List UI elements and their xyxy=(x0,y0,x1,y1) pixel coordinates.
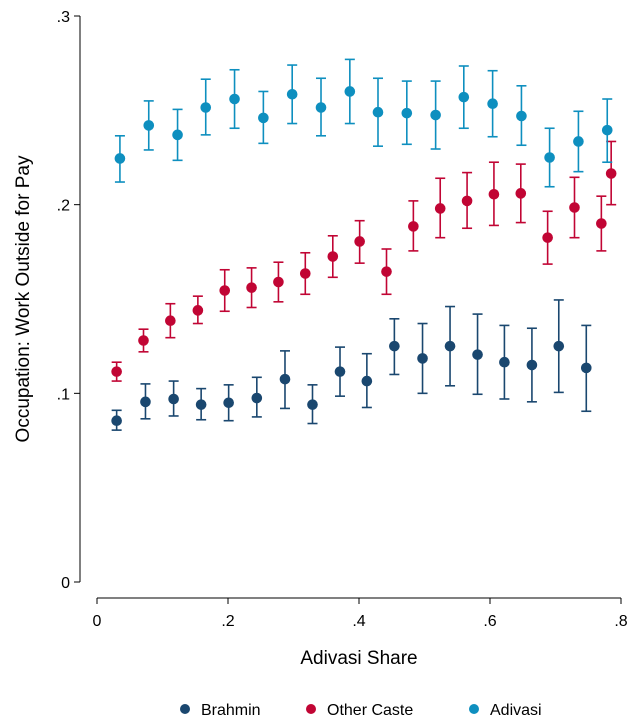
legend-marker xyxy=(306,704,316,714)
data-point xyxy=(165,315,176,326)
data-point xyxy=(553,340,565,352)
x-axis-title: Adivasi Share xyxy=(300,648,417,669)
legend-marker xyxy=(180,704,190,714)
data-point xyxy=(430,109,441,121)
data-point xyxy=(544,152,555,163)
x-tick-label: 0 xyxy=(93,613,102,630)
data-point xyxy=(111,366,122,377)
data-point xyxy=(458,91,470,103)
data-point xyxy=(596,218,607,229)
data-point xyxy=(605,168,617,179)
data-point xyxy=(515,188,527,199)
data-point xyxy=(327,251,339,262)
legend-label: Adivasi xyxy=(490,702,542,719)
data-point xyxy=(251,392,263,404)
data-point xyxy=(434,203,446,214)
axes: 0 .1 .2 .3 0 .2 .4 .6 .8 xyxy=(57,9,628,630)
data-point xyxy=(499,356,510,368)
y-tick-label: 0 xyxy=(61,575,70,592)
y-ticks: 0 .1 .2 .3 xyxy=(57,9,80,592)
data-point xyxy=(372,106,384,118)
data-point xyxy=(307,399,318,410)
data-point xyxy=(488,188,500,200)
data-point xyxy=(299,268,311,279)
data-point xyxy=(246,282,257,293)
data-point xyxy=(114,153,126,164)
y-tick-label: .3 xyxy=(57,9,70,26)
data-point xyxy=(408,221,419,232)
legend-item: Adivasi xyxy=(469,702,542,719)
data-point xyxy=(461,195,473,207)
legend-label: Brahmin xyxy=(201,702,261,719)
data-point xyxy=(526,359,538,371)
series-brahmin xyxy=(111,299,592,431)
data-point xyxy=(195,399,207,410)
data-point xyxy=(111,415,122,426)
series-adivasi xyxy=(114,58,613,188)
data-point xyxy=(601,124,613,136)
data-point xyxy=(168,393,179,405)
data-point xyxy=(138,335,149,346)
data-point xyxy=(569,202,580,213)
data-point xyxy=(417,353,428,364)
data-point xyxy=(573,136,584,147)
series-other-caste xyxy=(111,140,617,382)
data-point xyxy=(381,266,392,277)
data-point xyxy=(389,340,400,352)
legend-item: Brahmin xyxy=(180,702,261,719)
y-tick-label: .2 xyxy=(57,198,70,215)
x-tick-label: .8 xyxy=(614,613,627,630)
x-ticks: 0 .2 .4 .6 .8 xyxy=(93,598,628,630)
data-point xyxy=(401,107,413,119)
legend-label: Other Caste xyxy=(327,702,413,719)
data-point xyxy=(279,373,291,385)
data-point xyxy=(258,112,269,124)
legend-marker xyxy=(469,704,479,714)
legend-item: Other Caste xyxy=(306,702,413,719)
data-point xyxy=(580,362,592,374)
data-point xyxy=(223,397,234,409)
data-point xyxy=(219,285,231,296)
data-point xyxy=(354,236,365,247)
data-point xyxy=(140,396,151,408)
legend: Brahmin Other Caste Adivasi xyxy=(180,702,542,719)
data-point xyxy=(344,86,356,97)
data-point xyxy=(516,110,527,122)
y-axis-title: Occupation: Work Outside for Pay xyxy=(13,155,34,442)
x-tick-label: .6 xyxy=(483,613,496,630)
data-point xyxy=(472,349,483,360)
data-point xyxy=(315,102,327,113)
data-point xyxy=(143,120,155,131)
data-point xyxy=(542,232,553,243)
x-tick-label: .4 xyxy=(352,613,365,630)
data-point xyxy=(273,276,284,288)
data-point xyxy=(286,88,298,100)
data-point xyxy=(229,93,240,105)
plot-marks xyxy=(111,58,617,431)
data-point xyxy=(172,129,183,141)
data-point xyxy=(334,366,346,377)
x-tick-label: .2 xyxy=(221,613,234,630)
y-tick-label: .1 xyxy=(57,386,70,403)
data-point xyxy=(361,375,373,387)
data-point xyxy=(444,340,456,352)
data-point xyxy=(200,102,212,113)
data-point xyxy=(192,305,204,316)
data-point xyxy=(487,98,498,110)
